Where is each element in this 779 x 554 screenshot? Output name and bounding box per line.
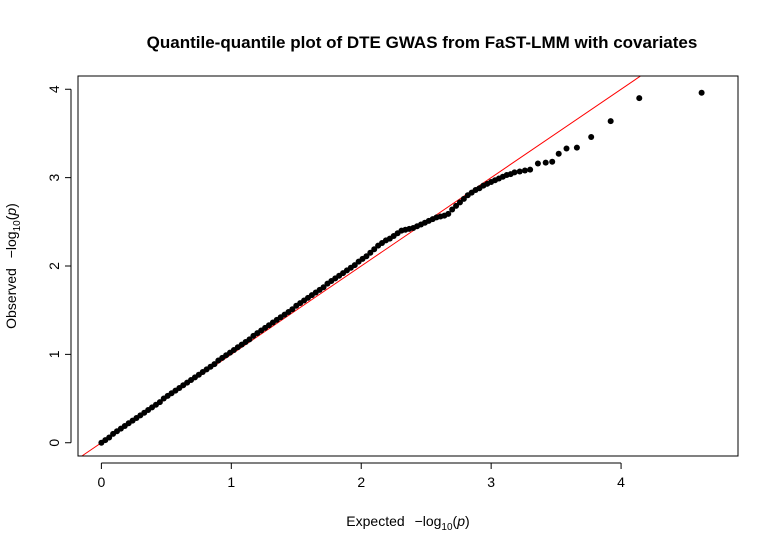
- data-point: [351, 262, 358, 269]
- data-point: [511, 169, 518, 176]
- x-axis-label: Expected −log10(p): [346, 513, 469, 533]
- y-tick-label: 3: [46, 174, 62, 182]
- data-point: [607, 118, 614, 125]
- data-point: [555, 150, 562, 157]
- x-axis-label-prefix: Expected: [346, 513, 404, 529]
- y-tick-label: 0: [46, 439, 62, 447]
- y-axis-label-sub: 10: [12, 220, 23, 232]
- y-axis-label-main: −log: [3, 231, 19, 258]
- x-tick-label: 1: [227, 474, 235, 490]
- x-tick-label: 0: [97, 474, 105, 490]
- data-point: [534, 160, 541, 167]
- y-tick-label: 1: [46, 350, 62, 358]
- x-axis: 0 1 2 3 4: [97, 462, 625, 490]
- data-point: [636, 95, 643, 102]
- x-tick-label: 2: [357, 474, 365, 490]
- data-point: [106, 434, 113, 441]
- data-point: [371, 246, 378, 253]
- data-point: [289, 306, 296, 313]
- data-point: [516, 168, 523, 175]
- y-axis-label-prefix: Observed: [3, 268, 19, 329]
- plot-area: [77, 75, 739, 457]
- data-point: [445, 210, 452, 217]
- plot-frame: [77, 75, 739, 457]
- data-point: [363, 253, 370, 260]
- data-point: [527, 166, 534, 173]
- y-axis: 0 1 2 3 4: [46, 85, 72, 447]
- y-axis-label-var: p: [3, 208, 19, 217]
- y-tick-label: 2: [46, 262, 62, 270]
- x-tick-label: 3: [487, 474, 495, 490]
- x-axis-label-sub: 10: [441, 522, 453, 533]
- data-point: [563, 145, 570, 152]
- y-tick-label: 4: [46, 85, 62, 93]
- data-point: [698, 89, 705, 96]
- y-axis-label: Observed −log10(p): [3, 203, 23, 329]
- data-point: [246, 336, 253, 343]
- points-layer: [98, 89, 705, 446]
- data-point: [367, 249, 374, 256]
- data-point: [460, 195, 467, 202]
- data-point: [320, 284, 327, 291]
- data-point: [156, 399, 163, 406]
- chart-title: Quantile-quantile plot of DTE GWAS from …: [147, 33, 698, 52]
- data-point: [521, 167, 528, 174]
- x-axis-label-main: −log: [415, 513, 442, 529]
- x-axis-label-var: p: [456, 513, 465, 529]
- data-point: [549, 158, 556, 165]
- data-point: [542, 159, 549, 166]
- data-point: [211, 361, 218, 368]
- data-point: [449, 206, 456, 213]
- data-point: [573, 144, 580, 151]
- data-point: [456, 199, 463, 206]
- data-point: [453, 202, 460, 209]
- data-point: [588, 133, 595, 140]
- x-tick-label: 4: [617, 474, 625, 490]
